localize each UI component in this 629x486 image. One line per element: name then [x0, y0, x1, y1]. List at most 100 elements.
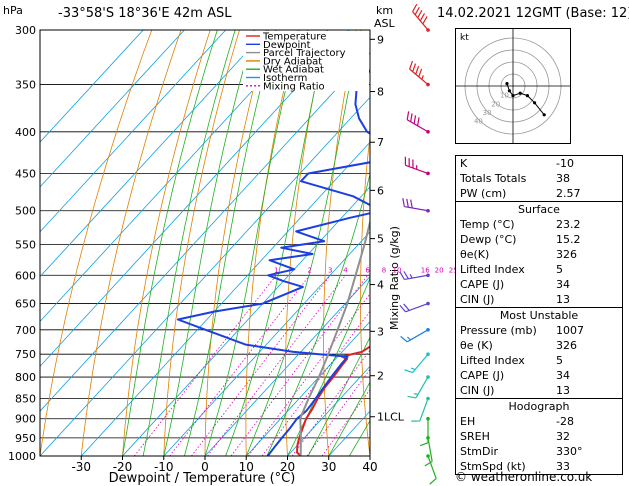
pressure-tick-label: 350 — [15, 79, 36, 92]
hodo-label: StmSpd (kt) — [460, 460, 526, 473]
wet-adiabat — [266, 172, 370, 456]
location-title: -33°58'S 18°36'E 42m ASL — [58, 6, 232, 21]
hodo-value: 33 — [556, 460, 570, 473]
isotherm-line — [40, 30, 144, 143]
mu-value: 326 — [556, 339, 577, 352]
hodograph-table-title: Hodograph — [508, 400, 570, 413]
hodograph-point — [511, 94, 515, 98]
mu-row: CIN (J) 13 — [456, 383, 622, 398]
km-tick-label: 3 — [377, 325, 384, 338]
wind-barb — [419, 416, 430, 447]
x-tick-label: 0 — [201, 460, 209, 474]
mu-label: Lifted Index — [460, 354, 525, 367]
pressure-tick-label: 850 — [15, 392, 36, 405]
index-row: K -10 — [456, 156, 622, 171]
wind-barb — [407, 375, 430, 399]
parcel-trajectory-line — [299, 218, 370, 456]
index-value: -10 — [556, 157, 574, 170]
hodograph: kt 10 20 30 40 — [455, 28, 571, 144]
wet-adiabat — [184, 30, 277, 456]
dry-adiabat — [204, 30, 270, 456]
isotherm-line — [246, 320, 370, 456]
legend-label: Isotherm — [263, 73, 307, 84]
hodograph-table-section: Hodograph EH -28 SREH 32 StmDir 330° StmSpd… — [456, 398, 622, 474]
hodograph-point — [507, 89, 511, 93]
surface-title: Surface — [518, 203, 560, 216]
surface-label: Lifted Index — [460, 263, 525, 276]
pressure-tick-label: 400 — [15, 126, 36, 139]
hodograph-ring-label: 20 — [491, 100, 500, 108]
wet-adiabat — [307, 336, 370, 456]
surface-row: CIN (J) 13 — [456, 292, 622, 307]
legend-label: Dry Adiabat — [263, 56, 322, 67]
hodograph-ring-label: 30 — [483, 109, 492, 117]
dry-adiabat — [360, 132, 370, 456]
mixing-ratio-line — [261, 310, 370, 456]
wet-adiabat — [225, 30, 329, 456]
wet-adiabat — [163, 30, 255, 456]
hodograph-point — [533, 101, 537, 105]
mixing-ratio-label: 10 — [392, 266, 401, 274]
isotherm-line — [40, 30, 185, 188]
km-tick-label: 7 — [377, 136, 384, 149]
copyright-footer[interactable]: © weatheronline.co.uk — [455, 470, 593, 484]
most-unstable-title: Most Unstable — [499, 309, 579, 322]
hodo-row: EH -28 — [456, 414, 622, 429]
index-label: K — [460, 157, 468, 170]
mixing-ratio-label: 2 — [307, 266, 311, 274]
hodo-value: 330° — [556, 445, 583, 458]
index-value: 2.57 — [556, 187, 581, 200]
wind-barb — [409, 60, 430, 87]
pressure-tick-label: 800 — [15, 371, 36, 384]
pressure-tick-label: 450 — [15, 167, 36, 180]
mu-value: 1007 — [556, 324, 584, 337]
index-label: Totals Totals — [460, 172, 527, 185]
dry-adiabat — [80, 30, 182, 456]
index-row: Totals Totals 38 — [456, 171, 622, 186]
hodograph-point — [542, 113, 546, 117]
pressure-tick-label: 1000 — [8, 450, 36, 463]
legend-label: Temperature — [262, 32, 326, 43]
wind-barb — [400, 327, 430, 343]
pressure-tick-label: 650 — [15, 298, 36, 311]
x-tick-label: 40 — [362, 460, 377, 474]
mixing-ratio-label: 8 — [382, 266, 386, 274]
mixing-ratio-line — [133, 275, 277, 456]
wet-adiabat — [204, 30, 301, 456]
pressure-tick-label: 550 — [15, 238, 36, 251]
surface-value: 5 — [556, 263, 563, 276]
indices-table: K -10 Totals Totals 38 PW (cm) 2.57 Surface… — [455, 155, 623, 475]
wind-barb — [402, 198, 430, 213]
wind-barb — [399, 301, 430, 313]
x-tick-label: 10 — [239, 460, 254, 474]
x-tick-label: 30 — [321, 460, 336, 474]
surface-row: Lifted Index 5 — [456, 262, 622, 277]
legend-label: Wet Adiabat — [263, 65, 324, 76]
legend-label: Dewpoint — [263, 40, 311, 51]
pressure-tick-label: 600 — [15, 269, 36, 282]
pressure-tick-label: 700 — [15, 324, 36, 337]
surface-value: 326 — [556, 248, 577, 261]
dry-adiabat — [245, 30, 299, 456]
mu-value: 5 — [556, 354, 563, 367]
surface-label: CAPE (J) — [460, 278, 505, 291]
km-tick-label: 9 — [377, 33, 384, 46]
mu-label: CAPE (J) — [460, 369, 505, 382]
mixing-ratio-line — [169, 275, 310, 456]
index-label: PW (cm) — [460, 187, 507, 200]
mixing-ratio-label: 4 — [343, 266, 348, 274]
most-unstable-section: Most Unstable Pressure (mb) 1007 θe (K) 32… — [456, 307, 622, 398]
mu-label: CIN (J) — [460, 384, 495, 397]
mu-value: 13 — [556, 384, 570, 397]
isotherm-line — [40, 96, 370, 456]
km-tick-label: 5 — [377, 233, 384, 246]
hodo-row: SREH 32 — [456, 429, 622, 444]
mu-label: Pressure (mb) — [460, 324, 537, 337]
mu-row: θe (K) 326 — [456, 338, 622, 353]
mu-row: Pressure (mb) 1007 — [456, 323, 622, 338]
mixing-ratio-line — [207, 275, 346, 456]
hodograph-point — [518, 91, 522, 95]
km-label: km — [376, 4, 394, 17]
wind-barb — [426, 454, 437, 485]
